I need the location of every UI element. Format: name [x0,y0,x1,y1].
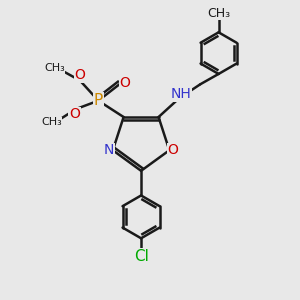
Text: NH: NH [171,87,191,101]
Text: CH₃: CH₃ [41,117,62,128]
Text: O: O [74,68,86,82]
Text: P: P [94,93,103,108]
Text: O: O [120,76,130,90]
Text: CH₃: CH₃ [207,7,230,20]
Text: Cl: Cl [134,249,148,264]
Text: O: O [167,143,178,157]
Text: N: N [104,143,114,157]
Text: CH₃: CH₃ [44,63,65,73]
Text: O: O [69,107,80,122]
